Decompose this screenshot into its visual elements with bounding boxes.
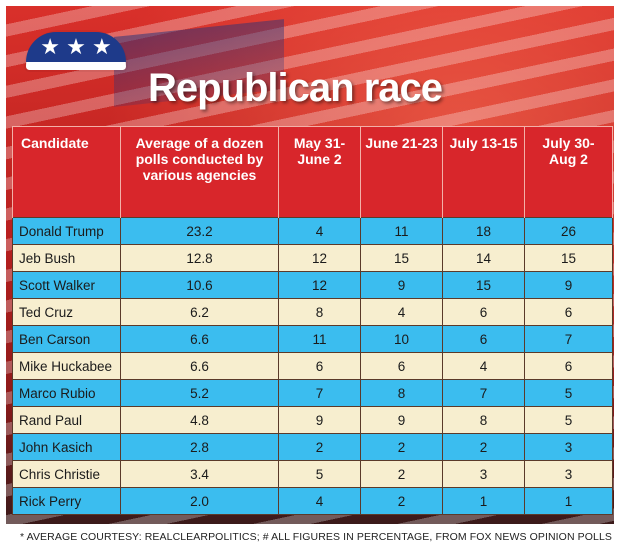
average-value: 10.6 [120,271,279,299]
header-date: May 31-June 2 [278,126,361,218]
poll-value: 9 [360,271,443,299]
poll-value: 5 [524,406,613,434]
table-header-row: Candidate Average of a dozen polls condu… [12,126,613,218]
poll-value: 1 [442,487,525,515]
header-date: July 30-Aug 2 [524,126,613,218]
poll-value: 6 [442,325,525,353]
average-value: 6.6 [120,325,279,353]
poll-value: 18 [442,217,525,245]
table-row: Ben Carson 6.6 11 10 6 7 [12,325,613,353]
candidate-name: Jeb Bush [12,244,121,272]
footnote: * AVERAGE COURTESY: REALCLEARPOLITICS; #… [20,531,613,543]
table-row: Mike Huckabee 6.6 6 6 4 6 [12,352,613,380]
poll-value: 12 [278,271,361,299]
poll-value: 9 [524,271,613,299]
average-value: 3.4 [120,460,279,488]
poll-value: 6 [524,352,613,380]
table-row: Scott Walker 10.6 12 9 15 9 [12,271,613,299]
candidate-name: Ben Carson [12,325,121,353]
table-row: Jeb Bush 12.8 12 15 14 15 [12,244,613,272]
poll-value: 8 [360,379,443,407]
infographic-panel: ★ ★ ★ Republican race Candidate Average … [6,6,614,524]
poll-value: 6 [278,352,361,380]
table-row: Ted Cruz 6.2 8 4 6 6 [12,298,613,326]
average-value: 23.2 [120,217,279,245]
poll-value: 1 [524,487,613,515]
average-value: 2.0 [120,487,279,515]
average-value: 6.6 [120,352,279,380]
candidate-name: Rick Perry [12,487,121,515]
poll-value: 26 [524,217,613,245]
poll-value: 15 [360,244,443,272]
candidate-name: Rand Paul [12,406,121,434]
poll-value: 7 [524,325,613,353]
poll-value: 6 [442,298,525,326]
chart-title: Republican race [148,66,443,110]
poll-value: 5 [524,379,613,407]
average-value: 12.8 [120,244,279,272]
elephant-stars: ★ ★ ★ [26,32,126,62]
poll-value: 2 [360,460,443,488]
poll-value: 2 [360,487,443,515]
average-value: 5.2 [120,379,279,407]
poll-value: 4 [278,217,361,245]
poll-value: 11 [360,217,443,245]
header-average: Average of a dozen polls conducted by va… [120,126,279,218]
poll-value: 10 [360,325,443,353]
header-date: July 13-15 [442,126,525,218]
poll-value: 5 [278,460,361,488]
candidate-name: John Kasich [12,433,121,461]
poll-value: 7 [442,379,525,407]
table-row: Donald Trump 23.2 4 11 18 26 [12,217,613,245]
poll-value: 4 [442,352,525,380]
average-value: 6.2 [120,298,279,326]
poll-value: 8 [442,406,525,434]
table-row: John Kasich 2.8 2 2 2 3 [12,433,613,461]
poll-value: 14 [442,244,525,272]
poll-value: 4 [360,298,443,326]
poll-value: 11 [278,325,361,353]
candidate-name: Donald Trump [12,217,121,245]
poll-value: 15 [524,244,613,272]
table-row: Rick Perry 2.0 4 2 1 1 [12,487,613,515]
header-date: June 21-23 [360,126,443,218]
poll-value: 12 [278,244,361,272]
poll-value: 2 [442,433,525,461]
candidate-name: Mike Huckabee [12,352,121,380]
poll-value: 7 [278,379,361,407]
poll-value: 6 [360,352,443,380]
poll-value: 15 [442,271,525,299]
poll-value: 3 [442,460,525,488]
table-row: Rand Paul 4.8 9 9 8 5 [12,406,613,434]
poll-value: 3 [524,460,613,488]
table-body: Donald Trump 23.2 4 11 18 26 Jeb Bush 12.8 12 15 1… [12,217,613,515]
poll-value: 2 [360,433,443,461]
poll-value: 3 [524,433,613,461]
candidate-name: Marco Rubio [12,379,121,407]
candidate-name: Ted Cruz [12,298,121,326]
poll-value: 4 [278,487,361,515]
average-value: 4.8 [120,406,279,434]
poll-value: 2 [278,433,361,461]
poll-value: 9 [278,406,361,434]
poll-value: 9 [360,406,443,434]
candidate-name: Scott Walker [12,271,121,299]
table-row: Marco Rubio 5.2 7 8 7 5 [12,379,613,407]
header-candidate: Candidate [12,126,121,218]
poll-value: 6 [524,298,613,326]
poll-table: Candidate Average of a dozen polls condu… [12,126,613,515]
average-value: 2.8 [120,433,279,461]
candidate-name: Chris Christie [12,460,121,488]
republican-elephant-icon: ★ ★ ★ [26,32,126,70]
table-row: Chris Christie 3.4 5 2 3 3 [12,460,613,488]
poll-value: 8 [278,298,361,326]
